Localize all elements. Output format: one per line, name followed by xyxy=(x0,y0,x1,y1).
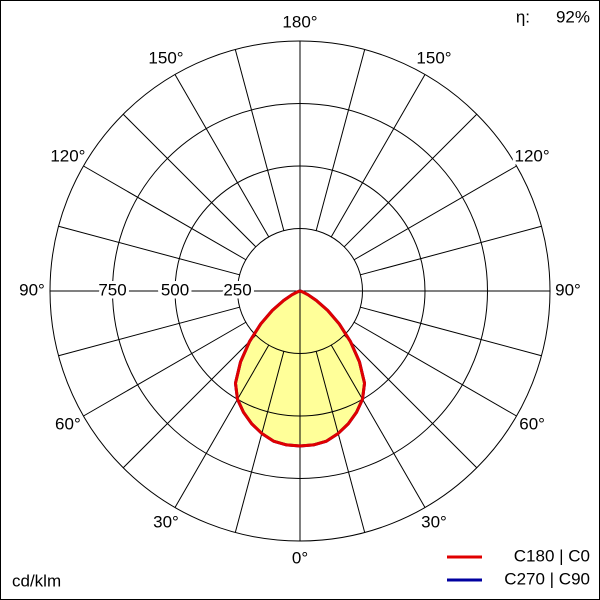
spoke xyxy=(343,113,478,248)
spoke xyxy=(58,306,240,357)
unit-label: cd/klm xyxy=(12,571,61,590)
spoke xyxy=(330,74,426,238)
spoke xyxy=(343,334,478,469)
r-tick-label: 750 xyxy=(98,280,126,299)
theta-tick-label: 90° xyxy=(19,280,45,299)
spoke xyxy=(360,225,542,276)
spoke xyxy=(58,225,240,276)
theta-tick-label: 60° xyxy=(55,414,81,433)
theta-tick-label: 120° xyxy=(515,146,550,165)
r-tick-label: 250 xyxy=(223,280,251,299)
spoke xyxy=(353,321,517,417)
spoke xyxy=(234,49,285,231)
spoke xyxy=(174,344,270,508)
spoke xyxy=(234,351,285,533)
spoke xyxy=(83,321,247,417)
theta-tick-label: 30° xyxy=(421,513,447,532)
theta-tick-label: 150° xyxy=(416,48,451,67)
theta-tick-label: 150° xyxy=(148,48,183,67)
efficiency-label: η: xyxy=(516,7,530,26)
spoke xyxy=(83,165,247,261)
theta-tick-label: 30° xyxy=(153,513,179,532)
efficiency-value: 92% xyxy=(556,7,590,26)
intensity-curve xyxy=(233,289,301,448)
theta-tick-label: 60° xyxy=(519,414,545,433)
r-tick-label: 500 xyxy=(161,280,189,299)
legend-label: C270 | C90 xyxy=(504,569,590,588)
spoke xyxy=(122,334,257,469)
spoke xyxy=(174,74,270,238)
spoke xyxy=(122,113,257,248)
intensity-curve xyxy=(299,289,367,448)
spoke xyxy=(360,306,542,357)
legend-label: C180 | C0 xyxy=(514,546,590,565)
theta-tick-label: 90° xyxy=(555,280,581,299)
spoke xyxy=(353,165,517,261)
theta-tick-label: 0° xyxy=(292,548,308,567)
theta-tick-label: 180° xyxy=(282,12,317,31)
spoke xyxy=(315,49,366,231)
spoke xyxy=(315,351,366,533)
theta-tick-label: 120° xyxy=(50,146,85,165)
spoke xyxy=(330,344,426,508)
